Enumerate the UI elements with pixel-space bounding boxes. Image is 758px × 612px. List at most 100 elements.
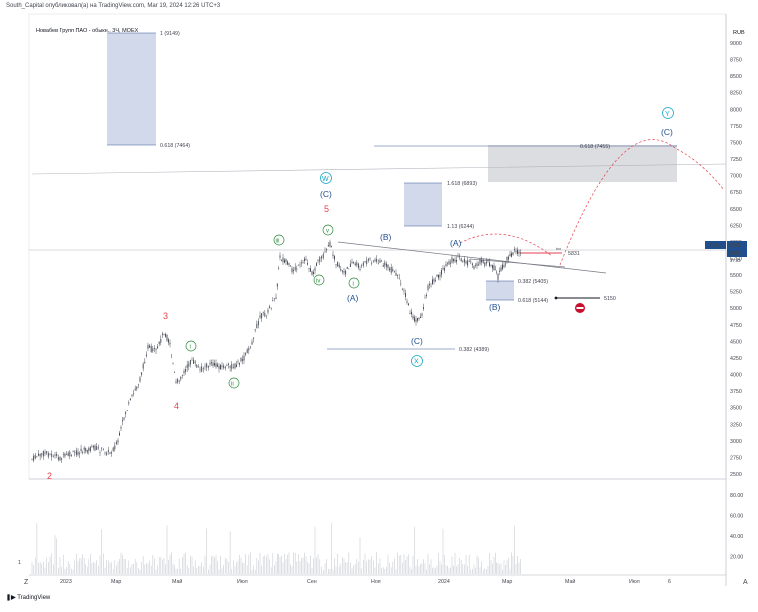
candle-body [411, 311, 412, 315]
wave-ii-label: ii [231, 382, 234, 388]
fib-box-top[interactable] [107, 33, 156, 145]
candle-body [379, 260, 381, 263]
candle-body [186, 364, 188, 369]
candle-body [356, 262, 358, 265]
candle-body [457, 256, 459, 258]
candle-body [242, 359, 243, 361]
wave-2-label: 2 [47, 471, 52, 481]
candle-body [193, 359, 195, 364]
long-trendline[interactable] [31, 163, 727, 175]
target-box[interactable] [488, 145, 677, 182]
candle-body [316, 263, 317, 266]
wave-5-label: 5 [324, 204, 329, 214]
candle-body [485, 261, 487, 264]
candle-body [371, 262, 373, 264]
candle-body [448, 261, 450, 265]
candle-body [99, 451, 101, 453]
candle-body [482, 259, 484, 263]
price-axis-label: 4500 [730, 339, 742, 345]
time-axis-label: Ноя [371, 579, 381, 585]
candle-body [331, 246, 332, 247]
candle-body [423, 307, 424, 309]
price-axis-label: 4750 [730, 323, 742, 329]
candle-body [256, 324, 258, 329]
projection-arc-a [459, 233, 553, 257]
candle-body [165, 334, 166, 337]
candle-body [515, 250, 517, 253]
candle-body [366, 260, 368, 265]
candle-body [462, 261, 464, 263]
candle-body [212, 362, 214, 366]
candle-body [397, 274, 399, 276]
fib-box-mid[interactable] [404, 183, 442, 226]
triangle-upper-line[interactable] [337, 241, 607, 274]
footer-brand[interactable]: ❚▶ TradingView [6, 594, 50, 601]
candle-body [80, 448, 82, 451]
candle-body [133, 393, 135, 394]
price-chart[interactable]: 1 (9149) 0.618 (7464) 1.618 (6893) 1.13 … [0, 12, 758, 607]
candle-body [503, 265, 505, 267]
z-button[interactable]: Z [24, 579, 29, 586]
second-price-text: 5835 [729, 251, 741, 257]
candle-body [248, 348, 250, 351]
candle-body [282, 257, 284, 262]
candle-body [432, 279, 433, 284]
candle-body [478, 264, 479, 266]
volume-axis-label: 60.00 [730, 514, 743, 520]
volume-axis-label: 40.00 [730, 534, 743, 540]
candle-body [183, 371, 185, 373]
candle-body [287, 261, 288, 265]
volume-axis[interactable]: 80.00 60.00 40.00 20.00 [730, 493, 743, 561]
candle-body [361, 265, 363, 266]
fib-box-low[interactable] [486, 281, 514, 300]
candle-body [470, 261, 472, 263]
candlestick-series[interactable] [31, 239, 522, 463]
price-axis-label: 8750 [730, 58, 742, 64]
candle-body [489, 262, 490, 267]
candle-body [311, 271, 313, 275]
candle-body [111, 452, 113, 454]
candle-body [254, 329, 256, 331]
currency-label[interactable]: RUB [733, 30, 745, 36]
price-axis[interactable]: 9000 8750 8500 8250 8000 7750 7500 7250 7000 6750… [730, 41, 742, 478]
timer-text: 37:03 [730, 258, 741, 263]
candle-body [514, 249, 515, 251]
wave-iii-label: iii [276, 239, 280, 245]
candle-body [125, 412, 127, 414]
candle-body [88, 447, 90, 451]
candle-body [158, 341, 160, 344]
chart-frame: Новабев Групп ПАО - обыкн., 3Ч, MOEX RUB… [0, 12, 758, 607]
candle-body [460, 258, 462, 262]
a-button[interactable]: A [743, 579, 748, 586]
wave-A-mid-label: (A) [347, 293, 359, 303]
candle-body [259, 315, 261, 318]
candle-body [96, 446, 98, 450]
wave-v-marker: v [322, 224, 334, 236]
candle-body [390, 266, 392, 273]
time-axis[interactable]: 2023 Мар Май Июл Сен Ноя 2024 Мар Май Июл 6 [60, 578, 671, 585]
candle-body [438, 274, 439, 279]
candle-body [223, 365, 225, 368]
candle-body [393, 271, 395, 273]
fib-label-low-0618: 0.618 (5144) [518, 298, 548, 304]
candle-body [49, 454, 51, 455]
ticker-tag-text: BELU [709, 243, 723, 249]
candle-body [441, 270, 442, 275]
wave-A-right-label: (A) [450, 238, 462, 248]
wave-C-low-label: (C) [411, 336, 423, 346]
candle-body [136, 386, 138, 389]
triangle-lower-line[interactable] [469, 258, 566, 268]
candle-body [463, 258, 465, 263]
candle-body [301, 262, 302, 264]
candle-body [415, 319, 417, 322]
candle-body [107, 450, 109, 452]
candle-body [122, 420, 123, 422]
candle-body [272, 300, 274, 301]
candle-body [196, 365, 198, 368]
candle-body [372, 260, 374, 262]
candle-body [85, 448, 87, 452]
candle-body [34, 454, 36, 459]
fib-label-mid-1618: 1.618 (6893) [447, 181, 477, 187]
candle-body [92, 445, 94, 448]
brand-text: TradingView [17, 595, 51, 601]
